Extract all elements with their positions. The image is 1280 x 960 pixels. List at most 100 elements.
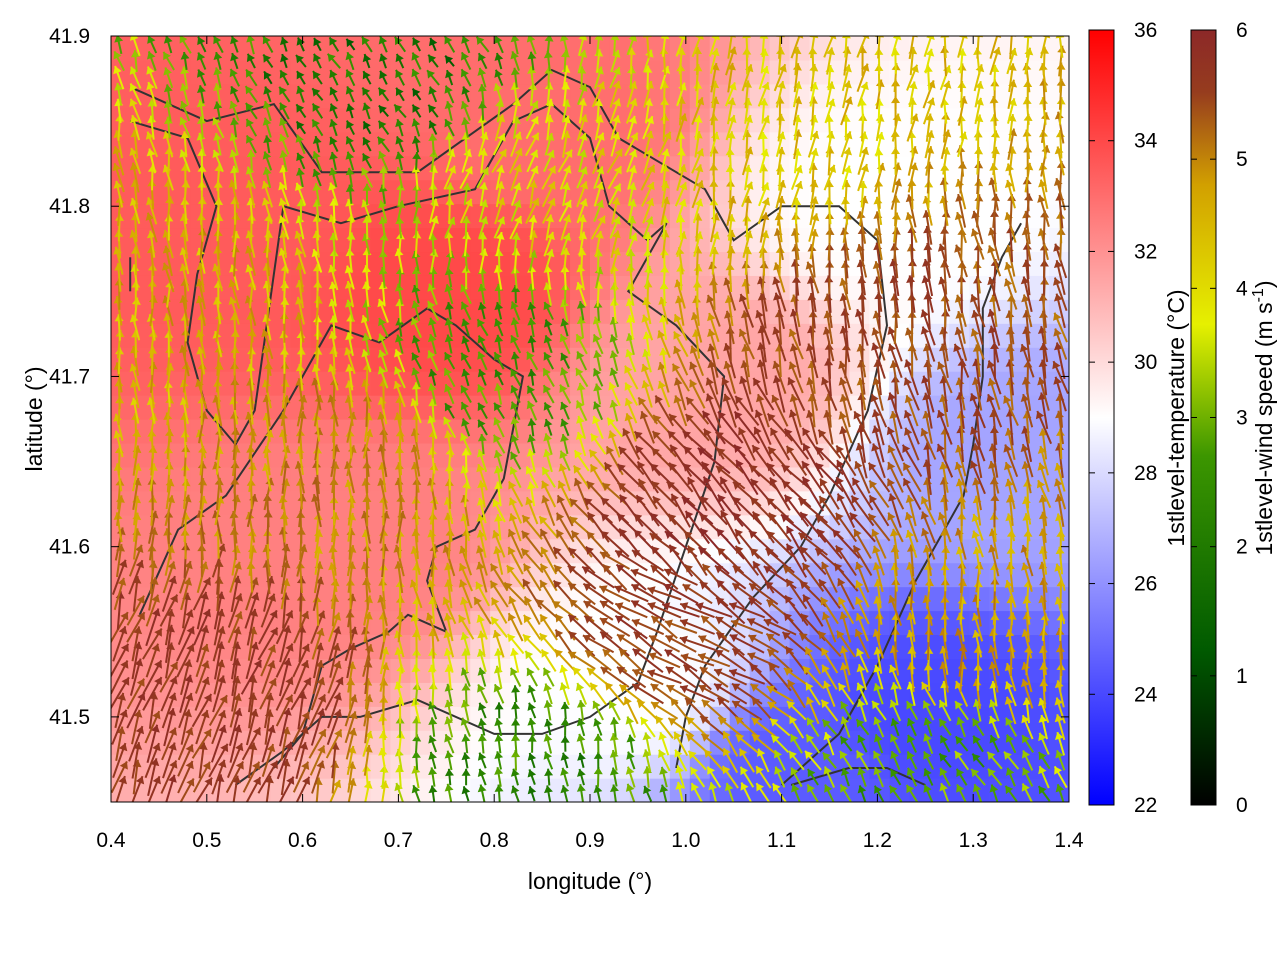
heat-cell bbox=[849, 538, 871, 564]
heat-cell bbox=[669, 754, 691, 779]
heat-cell bbox=[510, 778, 531, 802]
heat-cell bbox=[290, 107, 312, 133]
heat-cell bbox=[1049, 155, 1069, 181]
heat-cell bbox=[450, 490, 471, 516]
heat-cell bbox=[609, 419, 631, 444]
heat-cell bbox=[590, 490, 611, 516]
heat-cell bbox=[370, 36, 392, 61]
heat-cell bbox=[789, 275, 811, 300]
heat-cell bbox=[889, 299, 910, 324]
heat-cell bbox=[470, 251, 491, 276]
heat-cell bbox=[829, 658, 851, 683]
heat-cell bbox=[590, 442, 611, 468]
heat-cell bbox=[629, 275, 651, 300]
heat-cell bbox=[430, 251, 451, 276]
heat-cell bbox=[290, 59, 312, 85]
heat-cell bbox=[570, 730, 591, 755]
heat-cell bbox=[789, 203, 811, 229]
heat-cell bbox=[949, 59, 970, 85]
heat-cell bbox=[889, 83, 910, 109]
heat-cell bbox=[789, 682, 811, 707]
heat-cell bbox=[111, 299, 132, 324]
heat-cell bbox=[849, 634, 871, 659]
heat-cell bbox=[570, 323, 591, 348]
heat-cell bbox=[689, 634, 711, 659]
heat-cell bbox=[390, 371, 411, 396]
heat-cell bbox=[530, 59, 551, 85]
heat-cell bbox=[410, 706, 431, 731]
heat-cell bbox=[390, 203, 411, 229]
heat-cell bbox=[170, 466, 192, 492]
heat-cell bbox=[869, 754, 890, 779]
heat-cell bbox=[111, 562, 132, 588]
heat-cell bbox=[350, 275, 372, 300]
heat-cell bbox=[789, 59, 811, 85]
heat-cell bbox=[470, 299, 491, 324]
heat-cell bbox=[590, 203, 611, 229]
heat-cell bbox=[330, 586, 352, 612]
heat-cell bbox=[130, 419, 152, 444]
heat-cell bbox=[330, 490, 352, 516]
heat-cell bbox=[729, 59, 751, 85]
heat-cell bbox=[829, 730, 851, 755]
heat-cell bbox=[749, 466, 771, 492]
heat-cell bbox=[490, 59, 511, 85]
heat-cell bbox=[390, 59, 411, 85]
heat-cell bbox=[989, 586, 1010, 612]
heat-cell bbox=[470, 347, 491, 372]
heat-cell bbox=[270, 36, 292, 61]
heat-cell bbox=[490, 730, 511, 755]
heat-cell bbox=[969, 730, 990, 755]
heat-cell bbox=[989, 490, 1010, 516]
heat-cell bbox=[430, 442, 451, 468]
heat-cell bbox=[210, 371, 232, 396]
heat-cell bbox=[330, 131, 352, 157]
heat-cell bbox=[210, 59, 232, 85]
heat-cell bbox=[530, 706, 551, 731]
heat-cell bbox=[350, 131, 372, 157]
heat-cell bbox=[729, 610, 751, 636]
heat-cell bbox=[729, 227, 751, 253]
heat-cell bbox=[570, 442, 591, 468]
heat-cell bbox=[510, 323, 531, 348]
heat-cell bbox=[749, 586, 771, 612]
heat-cell bbox=[809, 682, 831, 707]
heat-cell bbox=[150, 490, 172, 516]
heat-cell bbox=[470, 419, 491, 444]
heat-cell bbox=[929, 36, 950, 61]
heat-cell bbox=[450, 682, 471, 707]
heat-cell bbox=[250, 634, 272, 659]
heat-cell bbox=[330, 155, 352, 181]
heat-cell bbox=[969, 251, 990, 276]
heat-cell bbox=[530, 490, 551, 516]
heat-cell bbox=[170, 778, 192, 802]
heat-cell bbox=[310, 442, 332, 468]
heat-cell bbox=[210, 227, 232, 253]
heat-cell bbox=[789, 36, 811, 61]
heat-cell bbox=[370, 754, 392, 779]
heat-cell bbox=[190, 36, 212, 61]
heat-cell bbox=[350, 59, 372, 85]
heat-cell bbox=[210, 466, 232, 492]
heat-cell bbox=[150, 59, 172, 85]
heat-cell bbox=[1029, 658, 1050, 683]
heat-cell bbox=[470, 730, 491, 755]
heat-cell bbox=[210, 442, 232, 468]
heat-cell bbox=[410, 227, 431, 253]
heat-cell bbox=[130, 251, 152, 276]
heat-cell bbox=[150, 275, 172, 300]
heat-cell bbox=[111, 514, 132, 540]
heat-cell bbox=[490, 299, 511, 324]
heat-cell bbox=[769, 706, 791, 731]
heat-cell bbox=[410, 347, 431, 372]
heat-cell bbox=[1029, 107, 1050, 133]
heat-cell bbox=[470, 754, 491, 779]
heat-cell bbox=[829, 562, 851, 588]
heat-cell bbox=[629, 155, 651, 181]
heat-cell bbox=[170, 490, 192, 516]
heat-cell bbox=[829, 754, 851, 779]
heat-cell bbox=[530, 754, 551, 779]
heat-cell bbox=[170, 610, 192, 636]
heat-cell bbox=[470, 36, 491, 61]
heat-cell bbox=[170, 203, 192, 229]
